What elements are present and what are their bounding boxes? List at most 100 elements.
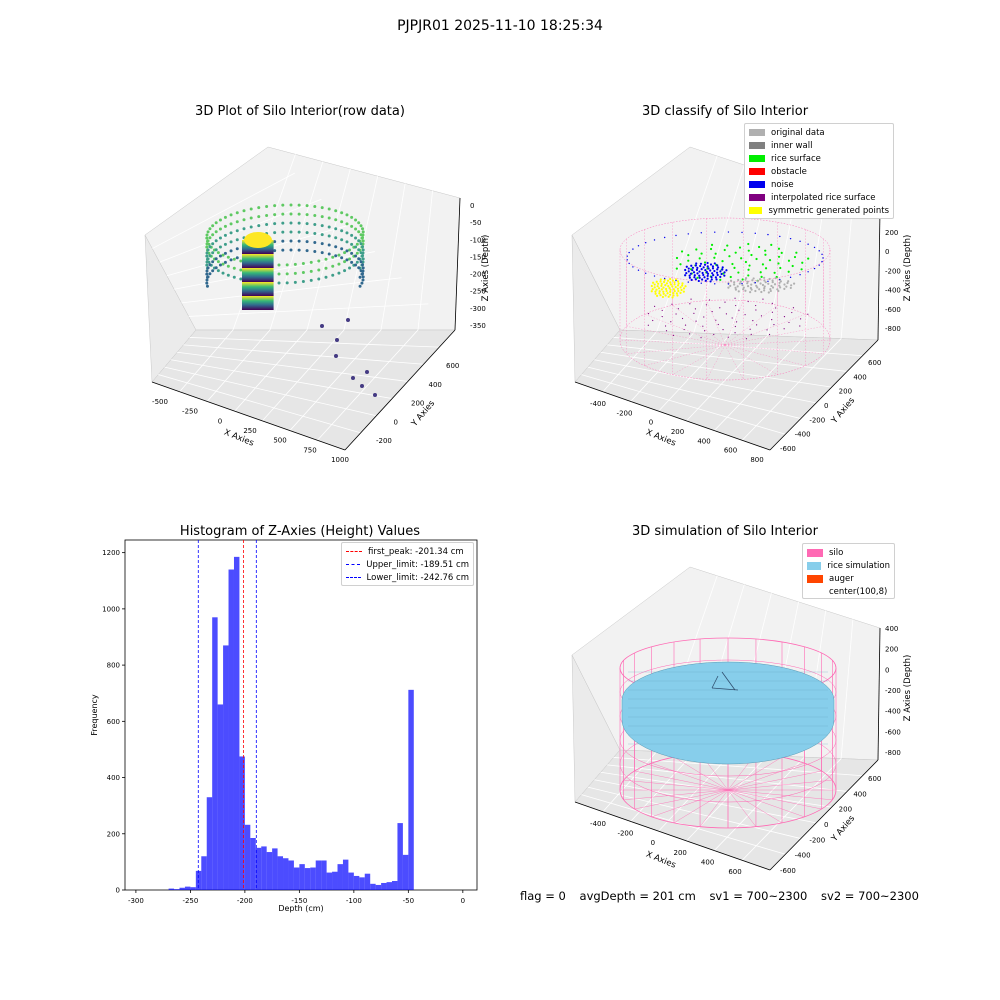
legend-swatch xyxy=(807,548,823,557)
panel4-title: 3D simulation of Silo Interior xyxy=(632,524,818,539)
data-point xyxy=(262,296,266,310)
data-point xyxy=(706,277,709,280)
data-point xyxy=(239,259,243,263)
data-point xyxy=(771,318,773,321)
data-point xyxy=(208,272,212,276)
data-point xyxy=(787,280,790,283)
data-point xyxy=(265,296,269,310)
data-point xyxy=(746,280,749,283)
data-point xyxy=(735,304,737,307)
y-tick-label: 800 xyxy=(107,662,120,670)
data-point xyxy=(676,284,680,287)
data-point xyxy=(331,273,335,277)
data-point xyxy=(257,206,261,210)
histogram-bar xyxy=(321,860,327,890)
data-point xyxy=(763,286,766,290)
data-point xyxy=(348,248,352,252)
noise-point xyxy=(675,234,677,237)
noise-point xyxy=(700,282,702,284)
data-point xyxy=(776,288,779,291)
legend-swatch xyxy=(749,129,765,136)
data-point xyxy=(767,282,770,285)
data-point xyxy=(651,281,655,284)
data-point xyxy=(297,248,301,252)
data-point xyxy=(226,255,230,259)
data-point xyxy=(205,236,209,240)
z-tick-label: -50 xyxy=(470,219,481,227)
data-point xyxy=(770,243,773,246)
data-point xyxy=(710,276,713,279)
data-point xyxy=(242,218,246,222)
floor-grid-line xyxy=(613,337,863,357)
data-point xyxy=(807,257,810,260)
data-point xyxy=(807,313,809,315)
data-point xyxy=(667,295,670,298)
data-point xyxy=(660,282,663,285)
data-point xyxy=(698,276,701,279)
y-tick-label: -200 xyxy=(809,416,825,424)
back-grid-line xyxy=(417,190,433,331)
data-point xyxy=(750,253,753,257)
data-point xyxy=(714,252,717,255)
data-point xyxy=(214,248,218,252)
data-point xyxy=(713,269,716,273)
data-point xyxy=(232,257,236,261)
data-point xyxy=(729,275,732,279)
data-point xyxy=(719,278,722,281)
noise-point xyxy=(628,251,630,254)
data-point xyxy=(350,215,354,219)
legend-label: symmetric generated points xyxy=(768,205,889,216)
data-point xyxy=(260,282,264,296)
data-point xyxy=(721,268,724,271)
data-point xyxy=(305,231,309,235)
data-point xyxy=(205,233,209,237)
silo-wire xyxy=(727,789,805,818)
data-point xyxy=(242,227,246,231)
back-grid-line xyxy=(656,155,718,332)
data-point xyxy=(305,240,309,244)
legend-entry: interpolated rice surface xyxy=(749,191,889,204)
data-point xyxy=(247,296,251,310)
data-point xyxy=(662,290,665,293)
data-point xyxy=(205,260,209,264)
floor-grid-line xyxy=(261,329,345,422)
data-point xyxy=(206,239,210,243)
histogram-bar xyxy=(223,645,229,890)
data-point xyxy=(786,281,789,285)
histogram-bar xyxy=(201,856,207,890)
data-point xyxy=(232,275,236,279)
data-point xyxy=(324,275,328,279)
data-point xyxy=(771,280,774,284)
data-point xyxy=(247,268,251,282)
legend-entry: inner wall xyxy=(749,139,889,152)
data-point xyxy=(354,254,358,258)
data-point xyxy=(768,333,771,336)
data-point xyxy=(661,309,663,312)
data-point xyxy=(747,274,750,277)
data-point xyxy=(244,254,248,268)
data-point xyxy=(211,242,215,246)
data-point xyxy=(677,289,680,293)
data-point xyxy=(214,257,218,261)
y-tick-label: 200 xyxy=(839,388,852,396)
data-point xyxy=(775,307,777,309)
data-point xyxy=(779,280,782,283)
histogram-bar xyxy=(381,882,387,890)
data-point xyxy=(783,328,785,330)
data-point xyxy=(361,254,365,258)
data-point xyxy=(357,266,361,270)
z-tick-label: -250 xyxy=(470,288,486,296)
silo-wire xyxy=(727,770,822,791)
data-point xyxy=(257,268,261,282)
data-point xyxy=(301,271,305,275)
data-point xyxy=(361,257,365,261)
data-point xyxy=(749,291,752,294)
back-grid-line xyxy=(269,161,324,331)
x-tick-label: 400 xyxy=(701,858,714,866)
data-point xyxy=(350,251,354,255)
data-point xyxy=(289,239,293,243)
data-point xyxy=(713,262,716,265)
y-tick-label: 200 xyxy=(107,830,120,838)
data-point xyxy=(664,325,667,327)
